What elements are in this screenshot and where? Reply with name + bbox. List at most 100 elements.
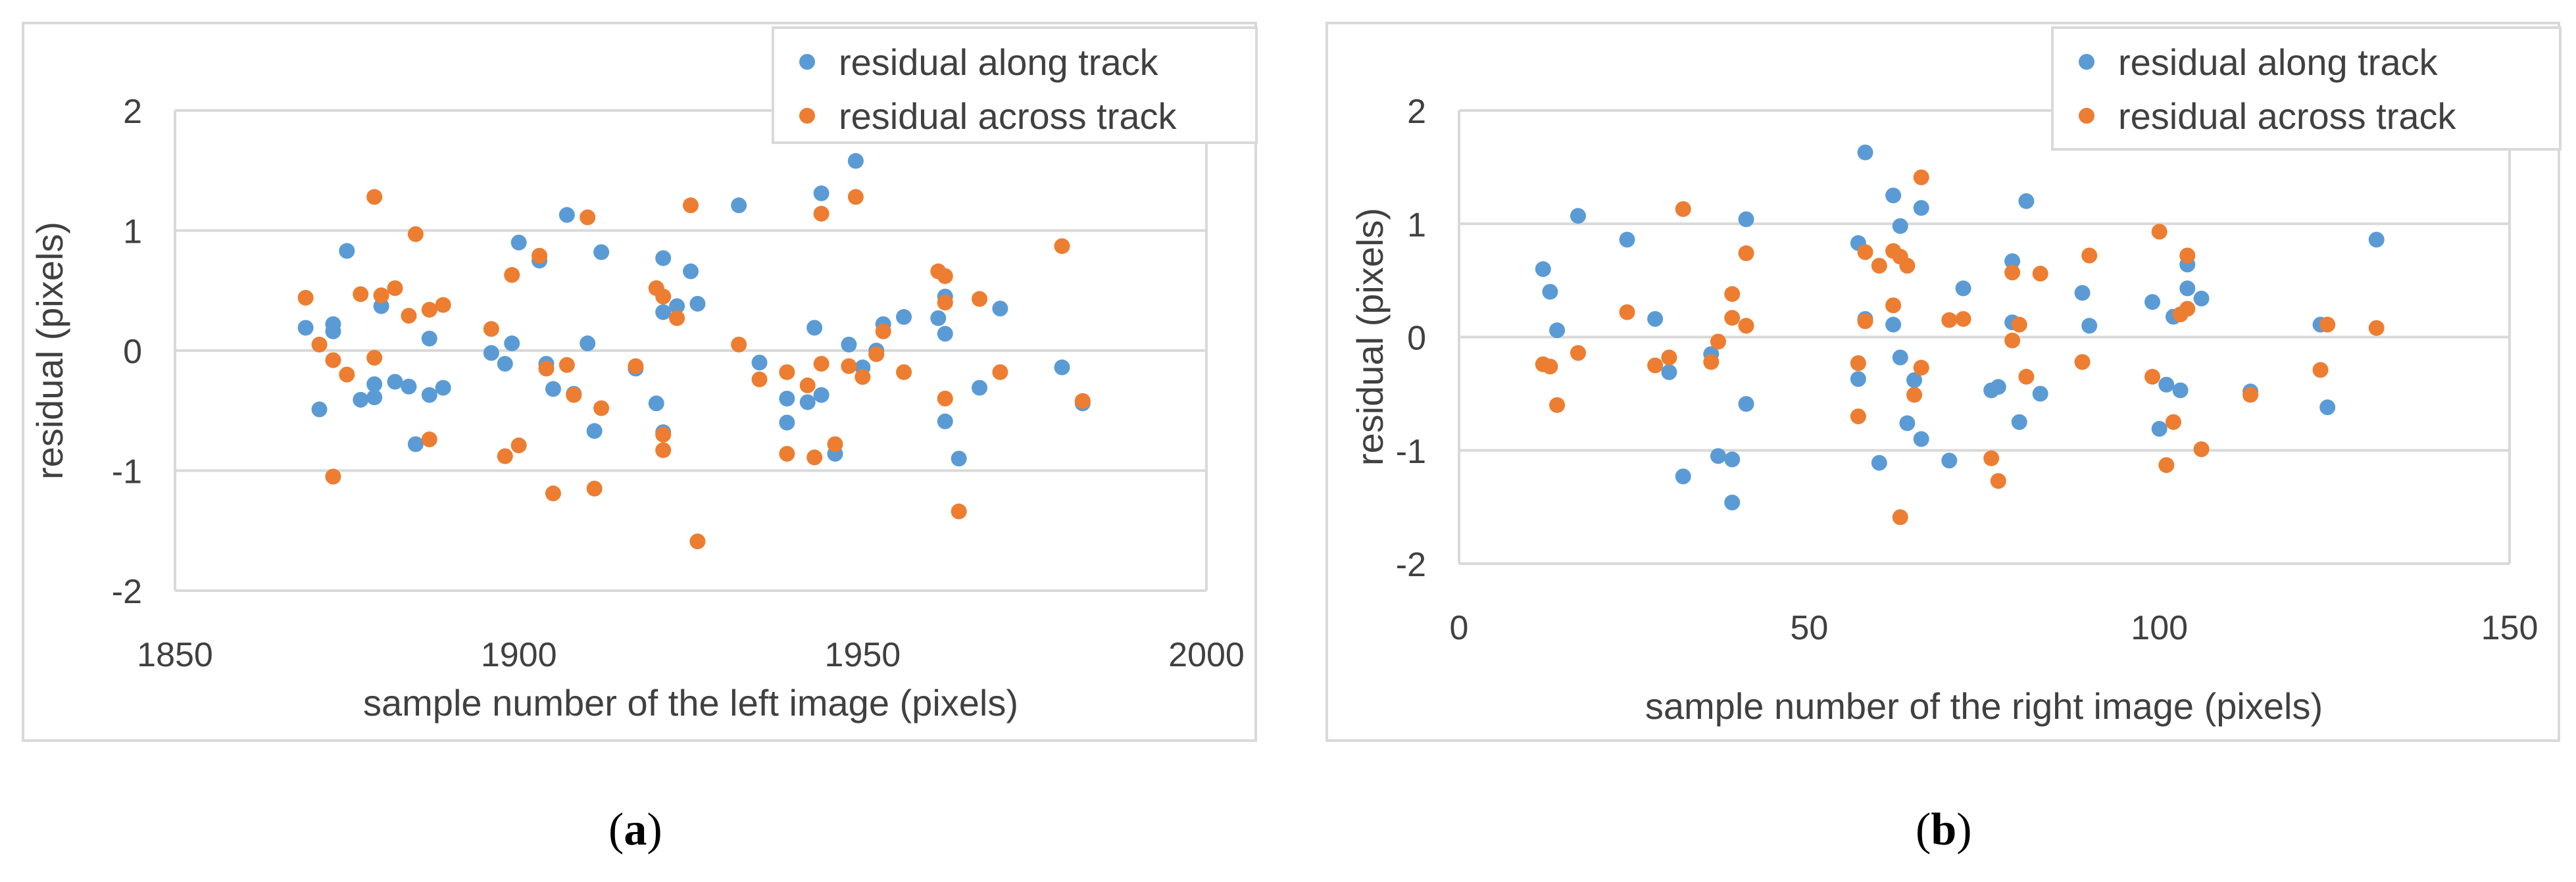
across-track-point xyxy=(566,387,582,403)
across-track-point xyxy=(366,349,383,366)
along-track-point xyxy=(1899,415,1916,431)
across-track-point xyxy=(1955,310,1971,327)
across-track-point xyxy=(655,288,672,305)
across-track-point xyxy=(937,295,953,310)
across-track-point xyxy=(2004,264,2021,281)
x-tick-label: 50 xyxy=(1790,609,1828,647)
along-track-point xyxy=(1955,280,1971,297)
across-track-point xyxy=(827,436,843,453)
along-track-point xyxy=(325,323,341,339)
x-tick-label: 100 xyxy=(2131,609,2188,647)
along-track-point xyxy=(1738,396,1754,412)
along-track-point xyxy=(655,304,672,320)
across-track-point xyxy=(1675,201,1691,217)
along-track-point xyxy=(1535,261,1551,278)
legend-box xyxy=(772,26,1258,144)
along-track-point xyxy=(813,387,830,403)
y-tick-label: 2 xyxy=(1407,93,1426,131)
across-track-point xyxy=(2242,387,2259,403)
along-track-point xyxy=(1906,372,1923,388)
y-axis-title: residual (pixels) xyxy=(1349,208,1391,466)
along-track-point xyxy=(1710,448,1726,464)
across-track-point xyxy=(497,448,513,464)
legend: residual along track residual across trac… xyxy=(2051,26,2562,151)
across-track-point xyxy=(1983,450,2000,466)
x-tick-label: 2000 xyxy=(1168,636,1245,674)
across-track-point xyxy=(586,480,603,497)
across-track-point xyxy=(2158,457,2175,474)
along-track-point xyxy=(1647,310,1664,327)
along-track-point xyxy=(1850,371,1866,387)
along-track-point xyxy=(2319,399,2336,416)
legend-marker-across xyxy=(799,108,815,124)
x-tick-label: 0 xyxy=(1450,609,1469,647)
along-track-point xyxy=(435,380,451,396)
along-track-point xyxy=(407,436,424,453)
across-track-point xyxy=(532,247,548,264)
along-track-point xyxy=(1619,232,1635,248)
across-track-point xyxy=(1724,286,1741,303)
across-track-point xyxy=(366,189,383,205)
along-track-point xyxy=(896,308,912,325)
across-track-point xyxy=(1899,257,1916,274)
across-track-point xyxy=(1850,355,1866,372)
along-track-point xyxy=(779,414,795,431)
across-track-point xyxy=(504,267,520,283)
across-track-point xyxy=(580,209,596,226)
chart-b: -2 -1 0 1 2 0 50 100 150 sample number of the rig… xyxy=(1349,26,2562,727)
across-track-point xyxy=(779,364,795,380)
x-axis-title: sample number of the left image (pixels) xyxy=(363,682,1018,723)
across-track-point xyxy=(628,358,644,374)
along-track-point xyxy=(2368,232,2385,248)
along-track-point xyxy=(2018,193,2035,209)
along-track-point xyxy=(2179,280,2196,297)
along-track-point xyxy=(1661,364,1677,380)
across-track-point xyxy=(421,431,437,448)
across-track-point xyxy=(1913,360,1929,376)
across-track-point xyxy=(1647,357,1664,374)
across-track-point xyxy=(896,364,912,380)
across-track-point xyxy=(875,323,891,339)
along-track-point xyxy=(751,355,768,371)
across-track-point xyxy=(2319,316,2336,333)
along-track-point xyxy=(779,391,795,406)
along-track-point xyxy=(1892,349,1908,366)
along-track-point xyxy=(972,380,988,396)
across-track-point xyxy=(407,226,424,242)
across-track-point xyxy=(689,533,706,550)
y-tick-label: 0 xyxy=(1407,320,1426,358)
along-track-point xyxy=(2074,285,2091,301)
across-track-point xyxy=(593,400,610,416)
across-track-point xyxy=(2032,266,2048,282)
across-track-point xyxy=(1885,297,1902,314)
across-track-point xyxy=(1549,397,1566,413)
across-track-point xyxy=(841,358,857,374)
across-track-point xyxy=(1906,387,1923,403)
across-track-point xyxy=(1857,244,1873,260)
along-track-point xyxy=(1570,208,1586,224)
along-track-point xyxy=(683,263,699,280)
along-track-point xyxy=(2011,414,2027,430)
across-track-point xyxy=(813,356,830,372)
across-track-point xyxy=(1724,310,1741,326)
across-track-point xyxy=(779,445,795,462)
along-track-point xyxy=(2172,382,2189,399)
across-track-point xyxy=(1738,245,1754,262)
along-track-point xyxy=(483,345,499,361)
y-tick-label: 1 xyxy=(123,213,142,251)
y-tick-label: 1 xyxy=(1407,206,1426,244)
across-track-point xyxy=(353,286,369,303)
x-tick-label: 1900 xyxy=(481,636,557,674)
across-track-point xyxy=(1913,169,1929,185)
across-track-point xyxy=(2368,320,2385,336)
along-track-point xyxy=(366,389,383,406)
across-track-point xyxy=(806,449,823,466)
along-track-point xyxy=(2193,290,2210,306)
across-track-point xyxy=(992,364,1008,380)
along-track-point xyxy=(504,335,520,352)
across-track-point xyxy=(1738,318,1754,334)
y-tick-label: -2 xyxy=(112,573,142,611)
along-track-point xyxy=(847,153,864,169)
across-track-point xyxy=(1941,312,1958,328)
